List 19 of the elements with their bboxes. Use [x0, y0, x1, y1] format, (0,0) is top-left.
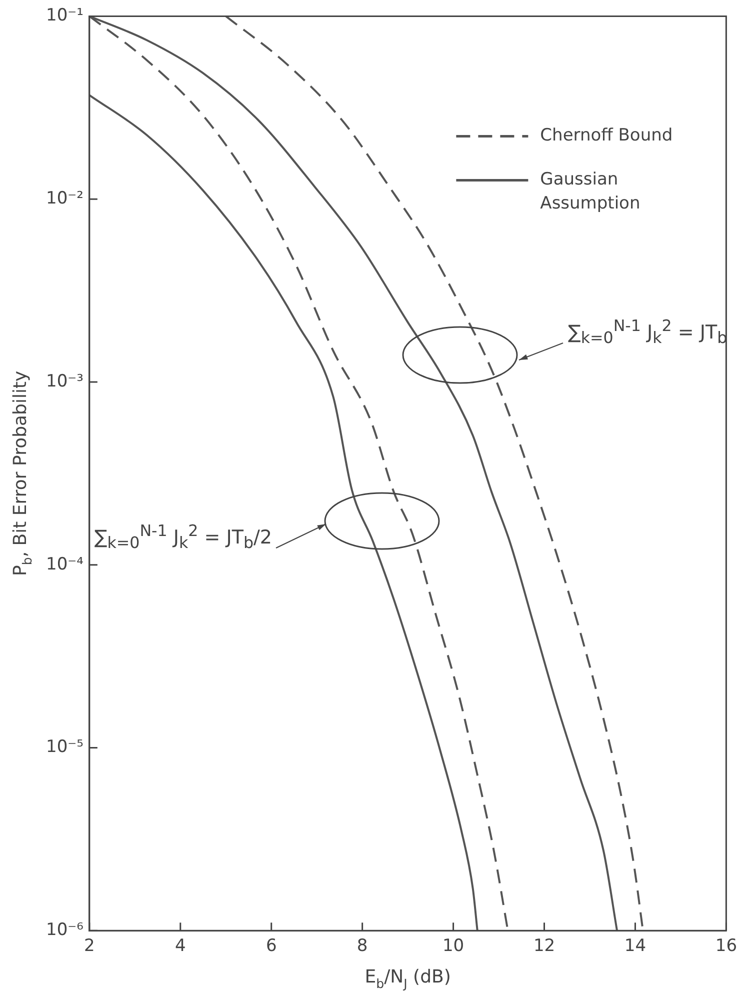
x-tick-label: 16 [715, 936, 738, 956]
x-tick-label: 12 [533, 936, 556, 956]
x-tick-label: 6 [266, 936, 277, 956]
y-tick-label: 10⁻⁶ [46, 920, 84, 940]
line-series [89, 94, 478, 931]
text: ∑$_{k=0}$$^{N-1}$ J$_{k}$$^{2}$ = JT$_{b}$/2 [94, 521, 272, 552]
x-tick-label: 14 [624, 936, 646, 956]
y-tick-label: 10⁻⁵ [46, 737, 84, 758]
y-tick-label: 10⁻⁴ [46, 554, 84, 574]
x-tick-label: 8 [356, 936, 368, 956]
y-tick-label: 10⁻³ [46, 371, 84, 392]
y-tick-label: 10⁻¹ [46, 6, 84, 26]
x-tick-label: 2 [84, 936, 95, 956]
x-tick-label: 10 [442, 936, 464, 956]
x-tick-label: 4 [174, 936, 186, 956]
y-tick-label: 10⁻² [46, 188, 84, 208]
legend-label: Chernoff Bound [540, 126, 673, 146]
legend-label: Gaussian Assumption [540, 170, 640, 214]
y-axis-title: Pb, Bit Error Probability [10, 370, 34, 576]
